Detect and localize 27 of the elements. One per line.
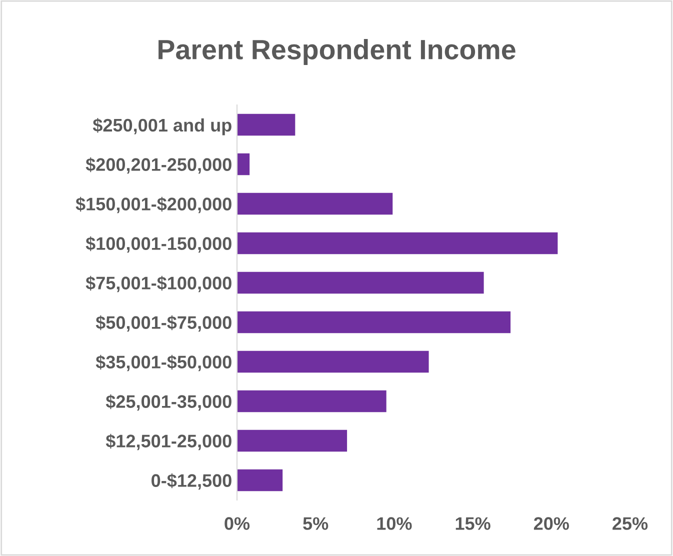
y-tick-label: $200,201-250,000 xyxy=(86,157,232,174)
bar xyxy=(237,192,393,215)
bar xyxy=(237,390,386,412)
y-tick-label: 0-$12,500 xyxy=(152,473,232,490)
bar xyxy=(237,114,296,136)
y-tick-label: $35,001-$50,000 xyxy=(96,354,232,372)
y-tick-label: $150,001-$200,000 xyxy=(76,196,232,214)
bar xyxy=(237,272,484,294)
bar xyxy=(237,153,250,176)
y-tick-label: $100,001-150,000 xyxy=(86,236,232,253)
x-tick-label: 10% xyxy=(377,517,412,530)
bar xyxy=(237,350,429,373)
y-tick-label: $250,001 and up xyxy=(92,118,232,136)
x-tick-label: 5% xyxy=(303,517,328,530)
bar xyxy=(237,430,348,452)
x-tick-label: 15% xyxy=(456,517,490,530)
y-tick-label: $12,501-25,000 xyxy=(106,434,232,450)
x-tick-label: 20% xyxy=(534,517,569,530)
y-tick-label: $25,001-35,000 xyxy=(106,394,232,411)
y-tick-label: $50,001-$75,000 xyxy=(96,315,232,332)
x-tick-label: 0% xyxy=(224,517,250,530)
bar xyxy=(237,469,283,492)
chart-title: Parent Respondent Income xyxy=(158,39,516,65)
y-tick-label: $75,001-$100,000 xyxy=(86,276,232,292)
bar xyxy=(237,232,558,254)
x-tick-label: 25% xyxy=(612,517,648,530)
bar xyxy=(237,311,511,334)
